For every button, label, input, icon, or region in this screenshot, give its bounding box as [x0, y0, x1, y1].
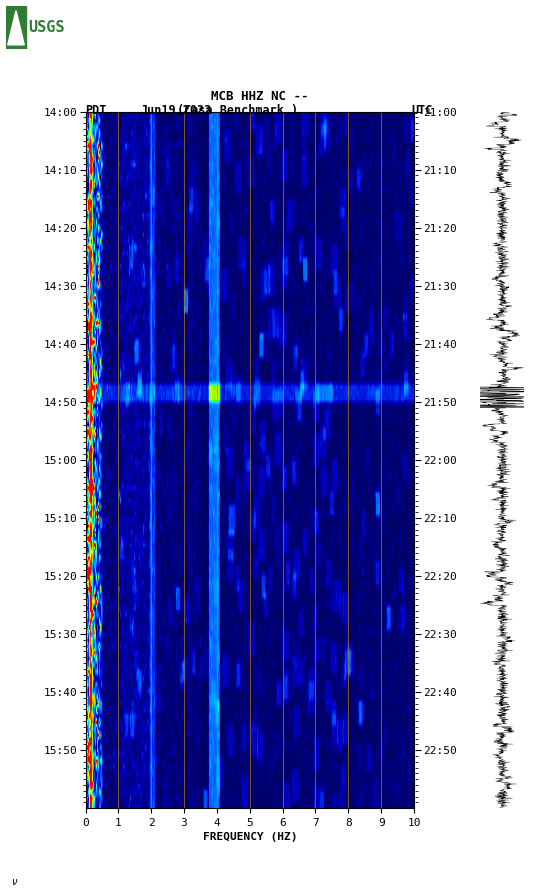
Text: MCB HHZ NC --: MCB HHZ NC --	[211, 90, 308, 103]
Text: UTC: UTC	[411, 104, 433, 117]
X-axis label: FREQUENCY (HZ): FREQUENCY (HZ)	[203, 832, 297, 842]
Text: $\nu$: $\nu$	[11, 877, 18, 888]
Polygon shape	[8, 11, 24, 45]
Text: Jun19,2023: Jun19,2023	[141, 104, 212, 117]
Bar	[6, 6, 26, 49]
Text: PDT: PDT	[86, 104, 107, 117]
Text: USGS: USGS	[29, 21, 65, 35]
Text: (Casa Benchmark ): (Casa Benchmark )	[177, 104, 298, 117]
